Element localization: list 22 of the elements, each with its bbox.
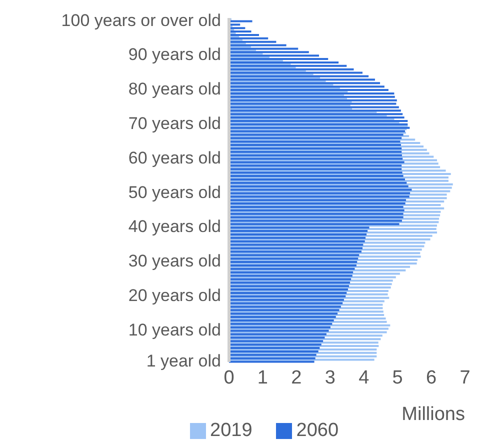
y-tick-label: 20 years old <box>128 286 221 305</box>
x-tick-label: 5 <box>392 367 403 388</box>
x-tick-label: 6 <box>426 367 437 388</box>
x-tick-label: 7 <box>460 367 470 388</box>
legend-label: 2019 <box>210 420 252 441</box>
y-tick-label: 30 years old <box>128 252 221 271</box>
y-tick-label: 40 years old <box>128 217 221 236</box>
x-tick-label: 0 <box>224 367 234 388</box>
x-axis-title: Millions <box>402 404 465 425</box>
y-tick-label: 50 years old <box>128 182 221 202</box>
x-tick-label: 3 <box>324 367 336 388</box>
y-tick-label: 10 years old <box>128 320 221 340</box>
y-tick-label: 70 years old <box>128 114 221 133</box>
y-tick-label: 100 years or over old <box>61 10 221 30</box>
x-tick-label: 1 <box>257 367 268 388</box>
legend-label: 2060 <box>296 420 339 441</box>
y-tick-label: 90 years old <box>128 45 221 64</box>
x-tick-label: 4 <box>358 367 370 388</box>
x-tick-label: 2 <box>291 367 302 388</box>
y-tick-label: 80 years old <box>128 80 221 99</box>
y-tick-label: 60 years old <box>128 148 221 168</box>
y-tick-label: 1 year old <box>146 351 221 370</box>
